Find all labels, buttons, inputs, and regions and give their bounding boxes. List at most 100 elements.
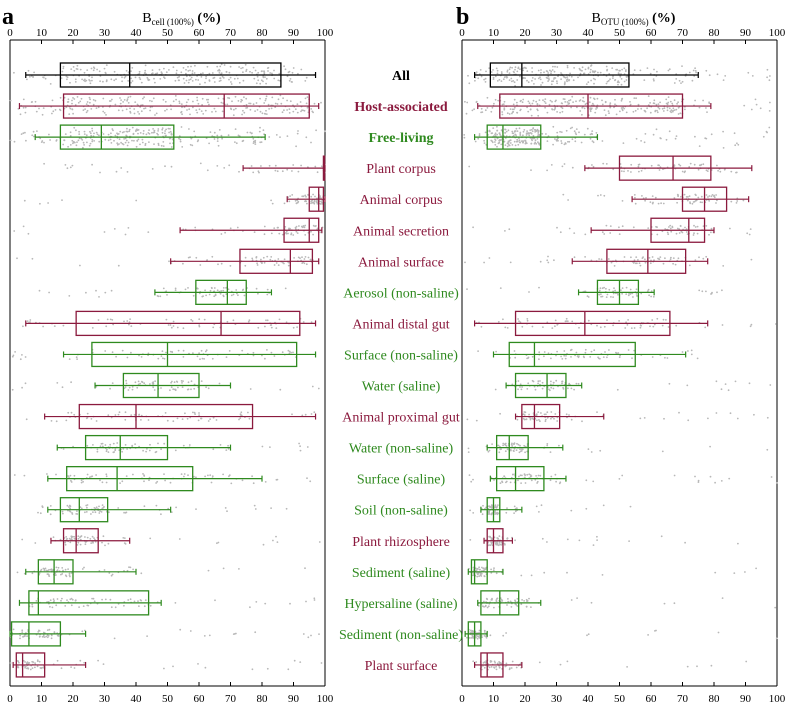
data-point: [314, 195, 316, 198]
data-point: [500, 72, 503, 75]
data-point: [481, 566, 483, 569]
data-point: [589, 110, 592, 113]
data-point: [97, 659, 99, 662]
data-point: [170, 108, 173, 111]
data-point: [170, 381, 173, 384]
data-point: [273, 227, 276, 230]
data-point: [300, 110, 302, 113]
data-point: [651, 202, 654, 205]
data-point: [596, 411, 598, 413]
data-point: [550, 417, 552, 420]
data-point: [618, 69, 621, 72]
data-point: [530, 114, 533, 117]
data-point: [541, 387, 544, 390]
data-point: [655, 103, 658, 106]
data-point: [551, 327, 554, 329]
data-point: [194, 64, 196, 67]
box-row: [469, 528, 739, 554]
data-point: [581, 420, 583, 423]
data-point: [647, 288, 650, 291]
data-point: [143, 505, 146, 508]
data-point: [496, 662, 499, 665]
data-point: [176, 326, 179, 329]
data-point: [144, 71, 146, 74]
tick-label-top: 80: [257, 27, 269, 39]
data-point: [68, 504, 71, 507]
data-point: [114, 606, 117, 609]
data-point: [508, 68, 511, 71]
data-point: [106, 318, 109, 321]
data-point: [254, 110, 256, 112]
data-point: [621, 292, 623, 295]
data-point: [25, 418, 28, 421]
data-point: [681, 170, 684, 173]
data-point: [521, 599, 523, 601]
data-point: [466, 636, 468, 639]
data-point: [67, 568, 69, 570]
data-point: [499, 287, 502, 289]
data-point: [29, 75, 31, 78]
data-point: [529, 129, 532, 132]
data-point: [620, 289, 622, 291]
data-point: [538, 143, 541, 146]
data-point: [101, 445, 104, 448]
data-point: [533, 129, 536, 131]
box-row: [467, 62, 771, 88]
data-point: [270, 107, 273, 110]
data-point: [667, 69, 670, 72]
data-point: [301, 256, 303, 259]
data-point: [94, 538, 96, 541]
data-point: [708, 101, 710, 104]
data-point: [34, 666, 36, 669]
data-point: [65, 536, 68, 538]
data-point: [105, 481, 108, 484]
data-point: [228, 350, 231, 352]
data-point: [672, 262, 674, 265]
data-point: [566, 80, 568, 83]
data-point: [768, 110, 771, 112]
data-point: [79, 264, 81, 267]
data-point: [181, 386, 184, 388]
data-point: [215, 419, 218, 421]
data-point: [275, 535, 277, 538]
data-point: [545, 413, 547, 416]
data-point: [585, 479, 588, 482]
data-point: [177, 79, 180, 82]
data-point: [234, 141, 236, 144]
data-point: [211, 255, 214, 258]
data-point: [656, 111, 659, 114]
data-point: [102, 110, 105, 113]
data-point: [750, 258, 753, 261]
data-point: [197, 79, 200, 81]
data-point: [181, 146, 184, 148]
data-point: [49, 513, 52, 516]
data-point: [516, 605, 519, 607]
data-point: [601, 103, 604, 106]
data-point: [266, 349, 268, 351]
data-point: [717, 631, 720, 634]
data-point: [206, 98, 208, 101]
data-point: [199, 162, 202, 165]
data-point: [45, 635, 48, 638]
data-point: [116, 133, 119, 136]
data-point: [526, 388, 529, 390]
data-point: [288, 350, 291, 353]
box-row: [23, 186, 326, 212]
data-point: [66, 167, 69, 170]
data-point: [537, 69, 540, 72]
data-point: [509, 66, 512, 69]
data-point: [597, 71, 599, 74]
data-point: [635, 97, 637, 100]
data-point: [766, 131, 768, 134]
data-point: [143, 474, 146, 477]
data-point: [711, 194, 714, 196]
data-point: [276, 170, 279, 173]
data-point: [297, 72, 299, 75]
data-point: [706, 111, 708, 113]
data-point: [554, 319, 557, 322]
data-point: [774, 606, 777, 609]
data-point: [130, 81, 133, 84]
data-point: [623, 256, 626, 258]
data-point: [121, 131, 124, 134]
data-point: [546, 259, 549, 262]
